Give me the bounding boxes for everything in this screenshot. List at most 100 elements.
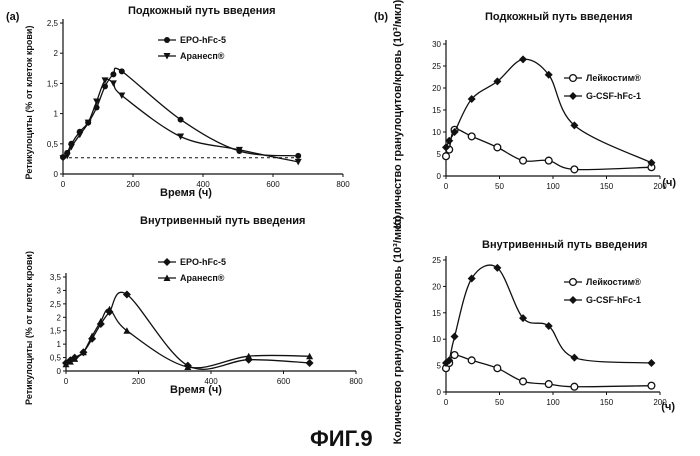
y-tick-label: 25 bbox=[432, 62, 441, 71]
data-point bbox=[110, 80, 117, 87]
data-point bbox=[519, 55, 527, 63]
x-tick-label: 50 bbox=[495, 182, 504, 191]
data-point bbox=[119, 68, 125, 74]
y-tick-label: 5 bbox=[437, 362, 442, 371]
y-axis-label: Количество гранулоцитов/кровь (10³/мкл) bbox=[392, 215, 404, 444]
y-tick-label: 0,5 bbox=[50, 354, 62, 363]
legend-label: Аранесп® bbox=[180, 273, 225, 283]
legend-label: EPO-hFc-5 bbox=[180, 257, 226, 267]
y-tick-label: 0 bbox=[437, 172, 442, 181]
data-point bbox=[571, 383, 578, 390]
charts-container: Подкожный путь введения00,511,522,502004… bbox=[24, 0, 676, 444]
y-tick-label: 3 bbox=[57, 286, 62, 295]
data-point bbox=[110, 71, 116, 77]
y-tick-label: 10 bbox=[432, 128, 441, 137]
data-point bbox=[571, 166, 578, 173]
legend-label: EPO-hFc-5 bbox=[180, 35, 226, 45]
legend-label: Лейкостим® bbox=[586, 277, 641, 287]
series-line bbox=[66, 309, 310, 368]
y-tick-label: 1 bbox=[54, 110, 59, 119]
data-point bbox=[451, 333, 459, 341]
y-tick-label: 25 bbox=[432, 256, 441, 265]
chart-1: Подкожный путь введения00,511,522,502004… bbox=[24, 5, 350, 199]
legend-marker bbox=[570, 75, 577, 82]
y-tick-label: 30 bbox=[432, 40, 441, 49]
chart-title: Подкожный путь введения bbox=[485, 11, 633, 23]
data-point bbox=[545, 157, 552, 164]
y-axis-label: Количество гранулоцитов/кровь (10³/мкл) bbox=[392, 0, 404, 228]
chart-2: Внутривенный путь введения 0 0,5 1 1,5 2 2,5 3 3… bbox=[24, 215, 363, 405]
data-point bbox=[648, 382, 655, 389]
chart-3: Подкожный путь введения05101520253005010… bbox=[392, 0, 676, 228]
x-axis-label: Время (ч) bbox=[160, 187, 212, 199]
chart-4: Внутривенный путь введения05101520250501… bbox=[392, 215, 675, 444]
data-point bbox=[306, 359, 314, 367]
legend-label: G-CSF-hFc-1 bbox=[586, 91, 641, 101]
x-tick-label: 600 bbox=[266, 180, 280, 189]
x-axis-label: Время (ч) bbox=[170, 384, 222, 396]
y-tick-label: 15 bbox=[432, 309, 441, 318]
figure-9: (a) (b) ФИГ.9 Подкожный путь введения00,… bbox=[0, 0, 700, 456]
chart-title: Подкожный путь введения bbox=[128, 5, 276, 17]
x-axis-label: (ч) bbox=[662, 177, 676, 189]
data-point bbox=[494, 365, 501, 372]
data-point bbox=[570, 354, 578, 362]
chart-title: Внутривенный путь введения bbox=[482, 239, 647, 251]
data-point bbox=[468, 133, 475, 140]
series-1 bbox=[62, 290, 314, 369]
x-tick-label: 150 bbox=[600, 182, 614, 191]
y-axis-label: Ретикулоциты (% от клеток крови) bbox=[24, 251, 34, 405]
legend-marker bbox=[163, 258, 171, 266]
data-point bbox=[520, 378, 527, 385]
data-point bbox=[545, 381, 552, 388]
series-1 bbox=[443, 352, 655, 390]
y-tick-label: 5 bbox=[437, 150, 442, 159]
y-tick-label: 1 bbox=[57, 340, 62, 349]
data-point bbox=[647, 359, 655, 367]
data-point bbox=[177, 134, 184, 141]
legend-label: G-CSF-hFc-1 bbox=[586, 295, 641, 305]
x-tick-label: 600 bbox=[277, 377, 291, 386]
legend-label: Лейкостим® bbox=[586, 73, 641, 83]
legend-label: Аранесп® bbox=[180, 51, 225, 61]
x-tick-label: 800 bbox=[349, 377, 363, 386]
y-axis-label: Ретикулоциты (% от клеток крови) bbox=[24, 26, 34, 180]
data-point bbox=[520, 157, 527, 164]
y-tick-label: 1,5 bbox=[50, 327, 62, 336]
series-line bbox=[66, 292, 310, 369]
x-axis-label: (ч) bbox=[661, 401, 675, 413]
x-tick-label: 100 bbox=[546, 182, 560, 191]
legend-marker bbox=[569, 296, 577, 304]
data-point bbox=[468, 274, 476, 282]
y-tick-label: 2,5 bbox=[50, 300, 62, 309]
y-tick-label: 3,5 bbox=[50, 273, 62, 282]
y-tick-label: 0 bbox=[437, 388, 442, 397]
legend-marker bbox=[164, 37, 170, 43]
y-tick-label: 2 bbox=[57, 313, 62, 322]
y-tick-label: 20 bbox=[432, 84, 441, 93]
x-tick-label: 200 bbox=[132, 377, 146, 386]
x-tick-label: 50 bbox=[495, 398, 504, 407]
legend-marker bbox=[570, 279, 577, 286]
y-tick-label: 1,5 bbox=[47, 79, 59, 88]
chart-title: Внутривенный путь введения bbox=[140, 215, 305, 227]
x-tick-label: 0 bbox=[444, 398, 449, 407]
data-point bbox=[443, 153, 450, 160]
panel-a-label: (a) bbox=[6, 11, 20, 23]
series-1 bbox=[60, 68, 301, 160]
y-tick-label: 0 bbox=[57, 367, 62, 376]
data-point bbox=[295, 153, 301, 159]
x-tick-label: 200 bbox=[126, 180, 140, 189]
x-tick-label: 800 bbox=[336, 180, 350, 189]
y-tick-label: 10 bbox=[432, 335, 441, 344]
y-tick-label: 0 bbox=[54, 170, 59, 179]
y-tick-label: 15 bbox=[432, 106, 441, 115]
y-tick-label: 0,5 bbox=[47, 140, 59, 149]
y-tick-label: 2 bbox=[54, 49, 59, 58]
data-point bbox=[451, 352, 458, 359]
x-tick-label: 0 bbox=[61, 180, 66, 189]
data-point bbox=[295, 159, 302, 166]
x-tick-label: 0 bbox=[64, 377, 69, 386]
figure-caption: ФИГ.9 bbox=[310, 426, 373, 451]
legend-marker bbox=[569, 92, 577, 100]
